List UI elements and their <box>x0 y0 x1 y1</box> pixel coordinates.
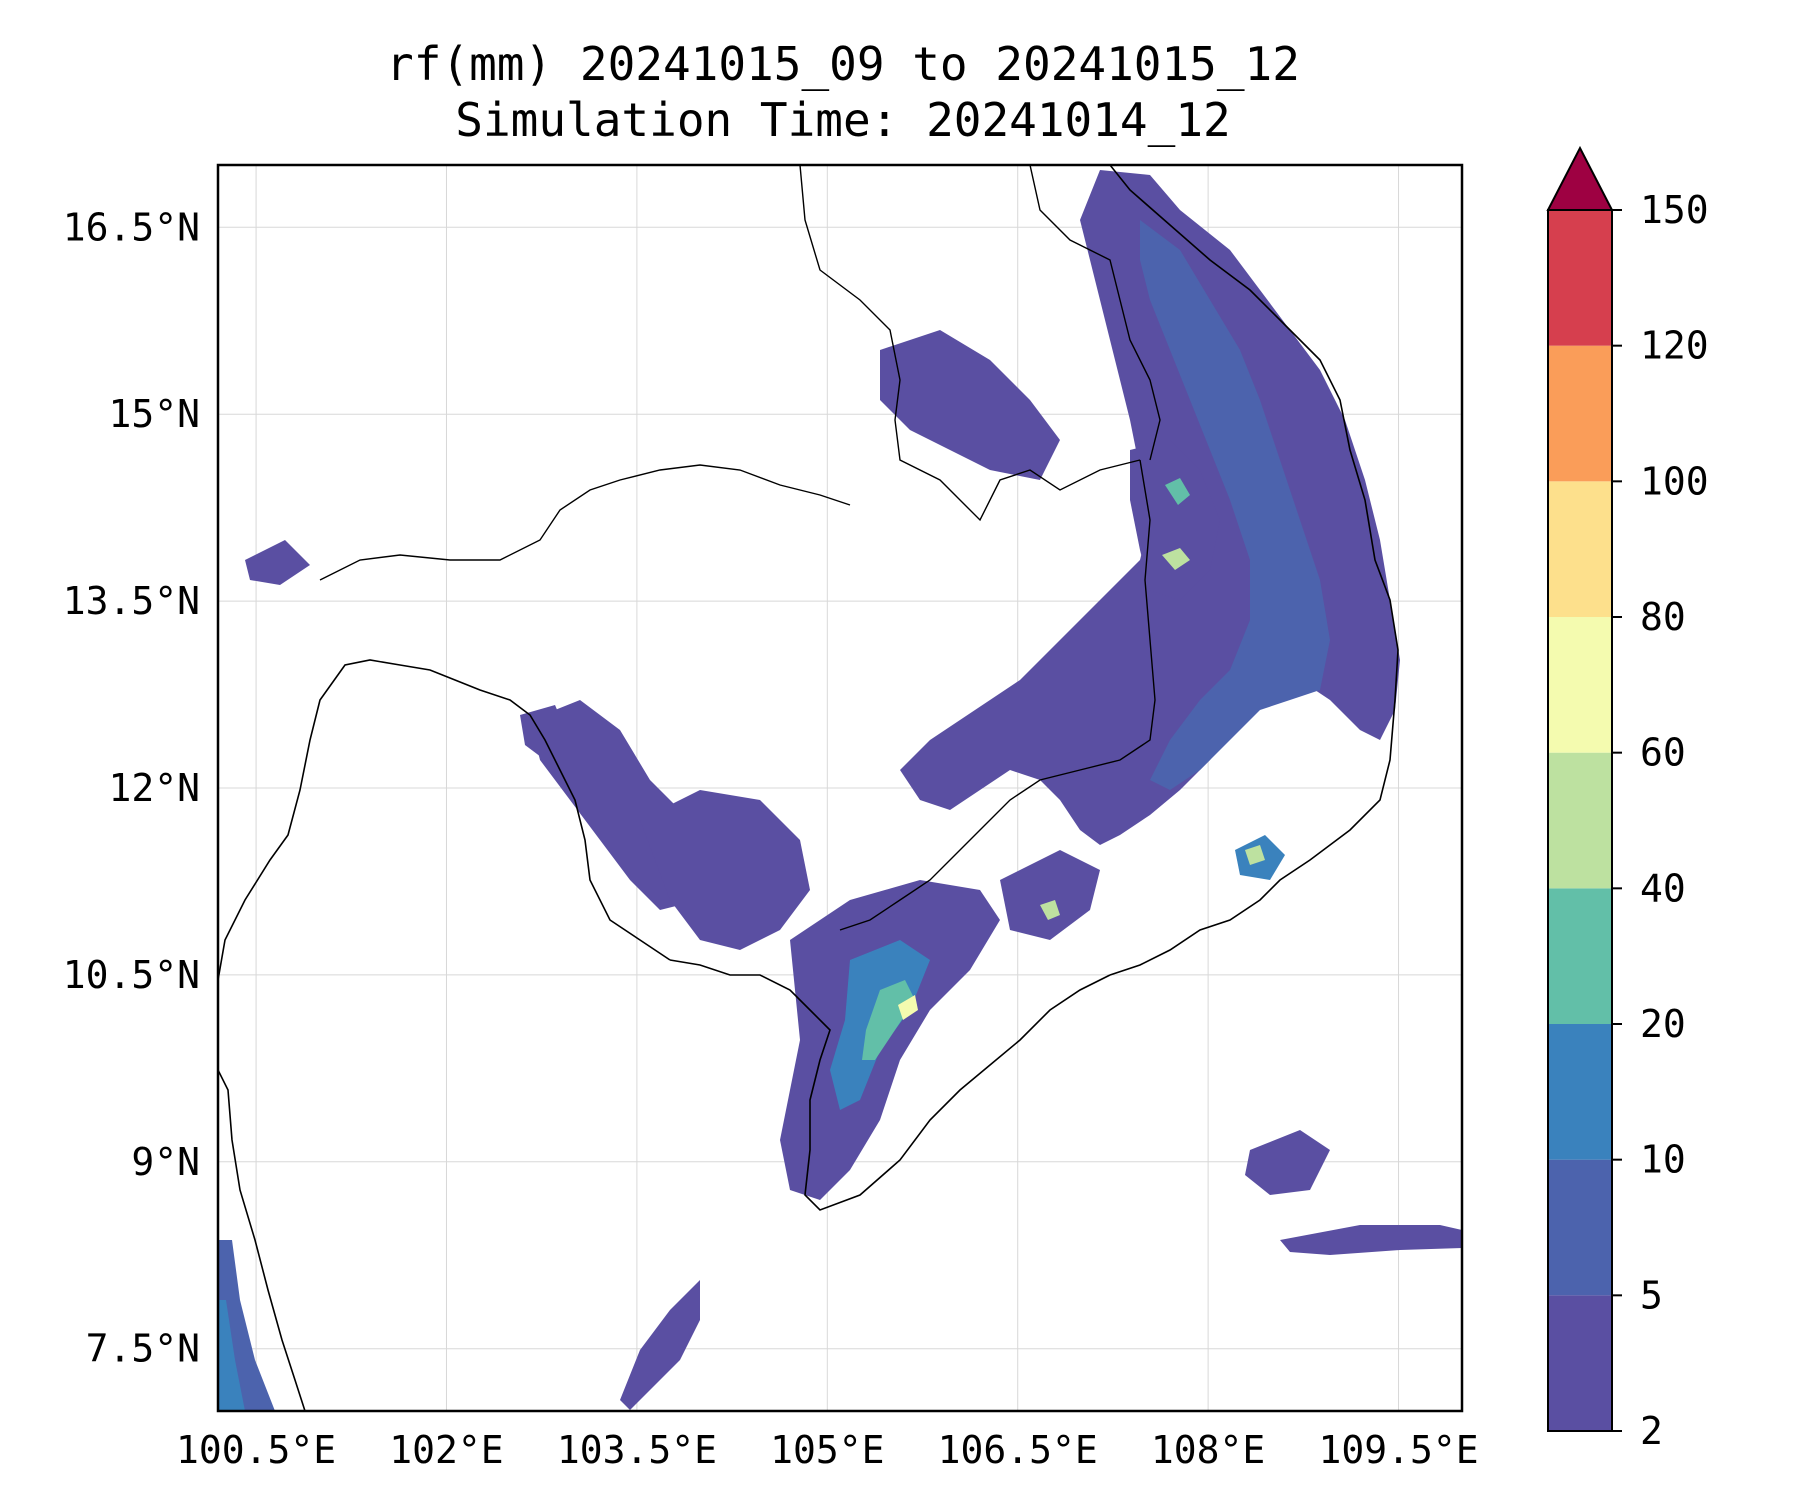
x-axis-ticks: 100.5°E 102°E 103.5°E 105°E 106.5°E 108°E 109.… <box>176 1428 1479 1472</box>
map-frame <box>216 163 1464 1413</box>
coastline-indochina-east <box>1109 165 1399 976</box>
rain-area-west-2 <box>640 790 810 950</box>
rain-area-sea-3 <box>620 1280 700 1410</box>
colorbar-segment <box>1548 210 1612 346</box>
colorbar-label: 60 <box>1640 731 1686 775</box>
rain-area-central <box>880 330 1060 480</box>
colorbar-segment <box>1548 481 1612 617</box>
border-thai-cambodia <box>319 464 851 581</box>
y-tick-label: 15°N <box>108 392 200 436</box>
rain-area-delta-core <box>862 980 915 1060</box>
coastline-gulf-thailand <box>218 659 671 981</box>
rain-area-central-south <box>1000 850 1100 940</box>
colorbar-label: 80 <box>1640 595 1686 639</box>
colorbar-label: 120 <box>1640 324 1709 368</box>
border-laos-vietnam <box>1029 165 1161 461</box>
x-tick-label: 106.5°E <box>938 1428 1098 1472</box>
x-tick-label: 105°E <box>770 1428 884 1472</box>
colorbar-segment <box>1548 617 1612 753</box>
colorbar-segment <box>1548 1024 1612 1160</box>
colorbar-segment <box>1548 345 1612 482</box>
colorbar-label: 5 <box>1640 1273 1663 1317</box>
border-vietnam-cambodia <box>839 459 1156 931</box>
rain-area-sea-2 <box>1245 1130 1330 1195</box>
x-tick-label: 103.5°E <box>557 1428 717 1472</box>
colorbar-segment <box>1548 752 1612 889</box>
colorbar-segment <box>1548 1159 1612 1296</box>
rain-area-delta <box>780 880 1000 1200</box>
y-tick-label: 13.5°N <box>63 579 200 623</box>
rain-area-core-1 <box>1165 478 1190 505</box>
coastline-malay <box>218 1069 306 1411</box>
rain-area-core-4 <box>1245 845 1265 865</box>
rain-area-sea-1 <box>1280 1225 1462 1255</box>
colorbar-label: 100 <box>1640 459 1709 503</box>
y-tick-label: 12°N <box>108 766 200 810</box>
rain-area-delta-peak <box>898 995 918 1020</box>
rain-area-core-2 <box>1162 548 1190 570</box>
colorbar-outline <box>1547 209 1613 1432</box>
rain-area-central-east <box>1130 440 1220 600</box>
colorbar-label: 20 <box>1640 1002 1686 1046</box>
map-panel <box>216 163 1464 1413</box>
y-tick-label: 7.5°N <box>86 1327 200 1371</box>
coastline-delta <box>669 959 1111 1211</box>
y-tick-label: 10.5°N <box>63 953 200 997</box>
rain-area-nw <box>245 540 310 585</box>
colorbar-label: 150 <box>1640 188 1709 232</box>
y-tick-label: 9°N <box>131 1140 200 1184</box>
x-tick-label: 102°E <box>389 1428 503 1472</box>
x-tick-label: 109.5°E <box>1318 1428 1478 1472</box>
y-tick-label: 16.5°N <box>63 205 200 249</box>
colorbar: 2 5 10 20 40 60 80 100 120 150 <box>1546 145 1709 1453</box>
x-tick-label: 108°E <box>1151 1428 1265 1472</box>
x-tick-label: 100.5°E <box>176 1428 336 1472</box>
colorbar-label: 2 <box>1640 1409 1663 1453</box>
rain-area-sw-core <box>218 1300 245 1411</box>
title-line-2: Simulation Time: 20241014_12 <box>455 93 1230 147</box>
colorbar-extend-arrow <box>1546 145 1614 211</box>
colorbar-segment <box>1548 888 1612 1024</box>
border-laos <box>799 165 1141 522</box>
title-line-1: rf(mm) 20241015_09 to 20241015_12 <box>386 37 1300 91</box>
y-axis-ticks: 16.5°N 15°N 13.5°N 12°N 10.5°N 9°N 7.5°N <box>63 205 200 1370</box>
coastlines-borders <box>218 165 1399 1411</box>
rain-area-ne-coast-inner <box>1140 220 1330 790</box>
colorbar-label: 40 <box>1640 866 1686 910</box>
colorbar-label: 10 <box>1640 1138 1686 1182</box>
rainfall-shading <box>218 170 1462 1411</box>
rain-area-core-5 <box>1040 900 1060 920</box>
colorbar-segment <box>1548 1295 1612 1431</box>
